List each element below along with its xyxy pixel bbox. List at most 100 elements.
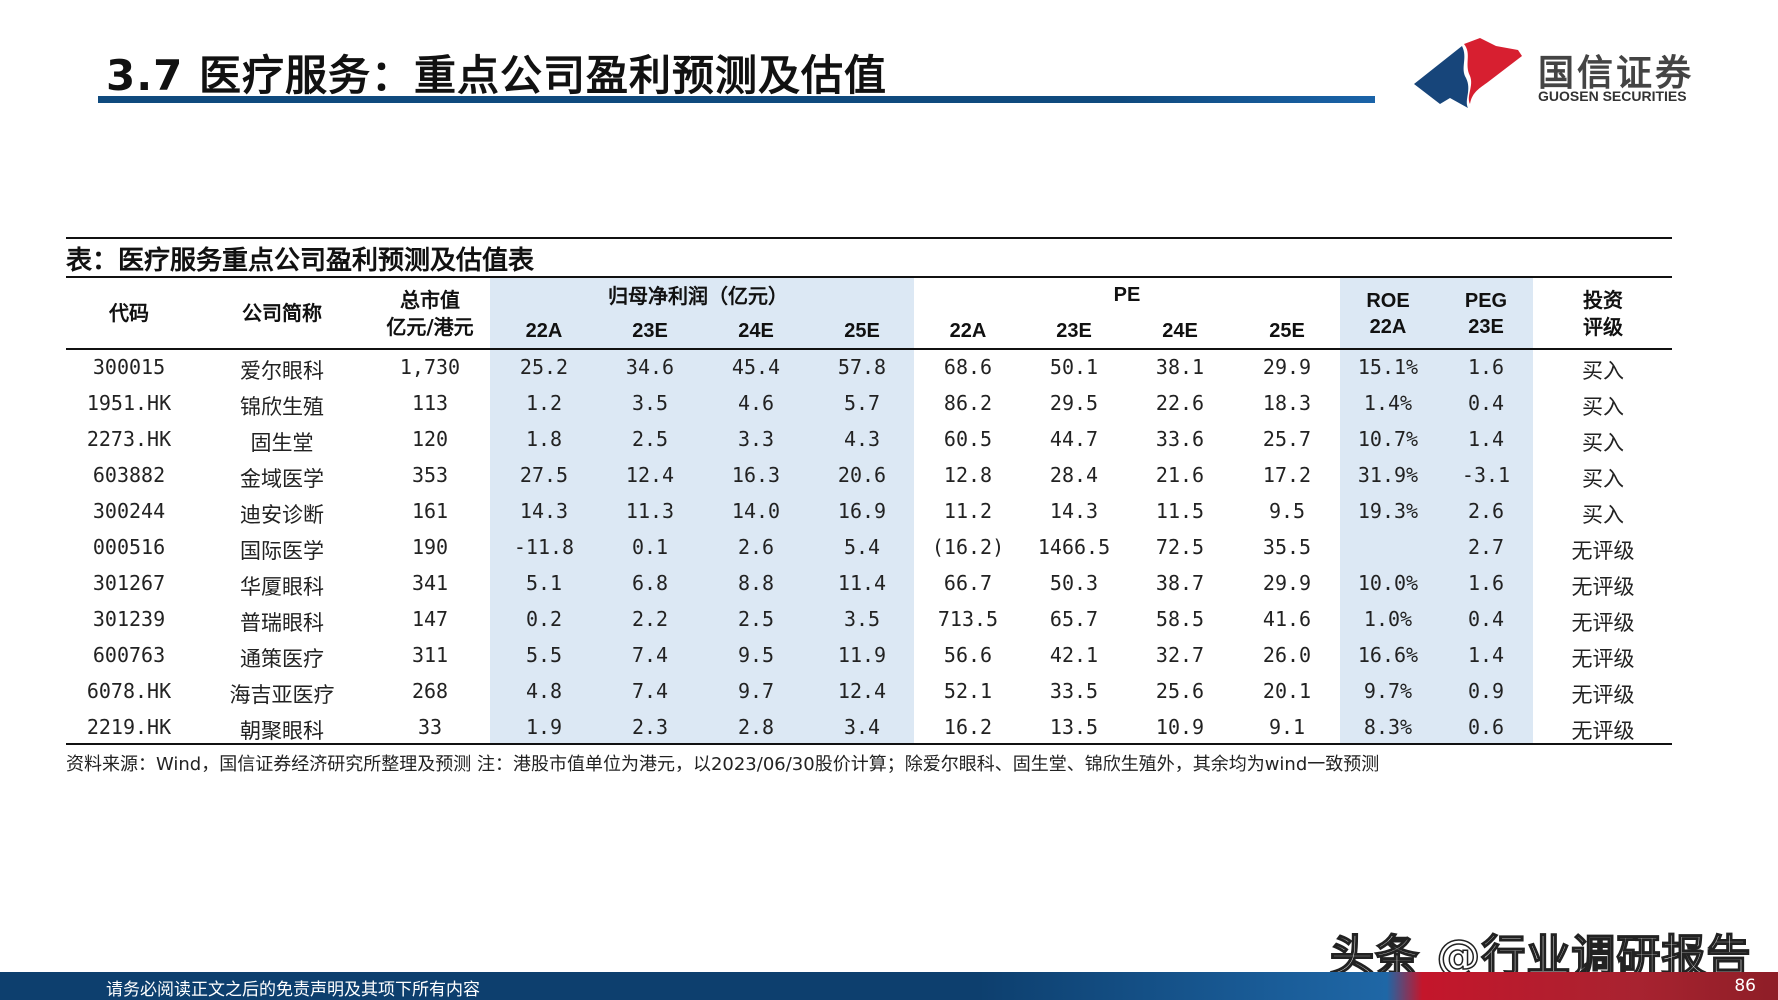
cell-profit-25e: 5.7: [843, 391, 881, 415]
cell-profit-25e: 5.4: [843, 535, 881, 559]
header-name: 公司简称: [242, 301, 322, 325]
cell-pe-23e: 65.7: [1049, 607, 1099, 631]
cell-pe-22a: 56.6: [943, 643, 993, 667]
cell-profit-22a: 5.5: [525, 643, 563, 667]
cell-mktcap: 113: [411, 391, 449, 415]
cell-rating: 买入: [1582, 467, 1624, 491]
cell-profit-22a: -11.8: [513, 535, 575, 559]
header-pe-25e: 25E: [1269, 320, 1305, 342]
header-peg-1: PEG: [1464, 290, 1508, 312]
cell-code: 2273.HK: [86, 427, 172, 451]
cell-profit-23e: 11.3: [625, 499, 675, 523]
header-mktcap-2: 亿元/港元: [386, 315, 474, 339]
header-roe-2: 22A: [1369, 316, 1407, 338]
cell-profit-25e: 4.3: [843, 427, 881, 451]
page-number: 86: [1734, 976, 1756, 996]
cell-rating: 无评级: [1571, 683, 1635, 707]
header-rating-1: 投资: [1583, 288, 1623, 312]
cell-peg-23e: 1.4: [1467, 427, 1505, 451]
cell-profit-22a: 14.3: [519, 499, 569, 523]
cell-profit-23e: 2.2: [631, 607, 669, 631]
source-footnote: 资料来源：Wind，国信证券经济研究所整理及预测 注：港股市值单位为港元，以20…: [66, 754, 1380, 775]
cell-code: 301267: [92, 571, 166, 595]
cell-roe-22a: 1.4%: [1363, 391, 1413, 415]
cell-code: 301239: [92, 607, 166, 631]
cell-code: 6078.HK: [86, 679, 172, 703]
cell-rating: 买入: [1582, 503, 1624, 527]
cell-roe-22a: 15.1%: [1357, 355, 1419, 379]
cell-profit-24e: 2.5: [737, 607, 775, 631]
cell-roe-22a: 10.0%: [1357, 571, 1419, 595]
cell-mktcap: 147: [411, 607, 449, 631]
cell-pe-23e: 42.1: [1049, 643, 1099, 667]
cell-name: 普瑞眼科: [240, 611, 324, 635]
cell-profit-25e: 16.9: [837, 499, 887, 523]
cell-mktcap: 341: [411, 571, 449, 595]
cell-mktcap: 1,730: [399, 355, 461, 379]
cell-profit-23e: 12.4: [625, 463, 675, 487]
cell-mktcap: 120: [411, 427, 449, 451]
cell-code: 300244: [92, 499, 166, 523]
cell-profit-22a: 27.5: [519, 463, 569, 487]
header-pe-group: PE: [1113, 284, 1141, 306]
caption-rule: [66, 276, 1672, 278]
cell-peg-23e: 0.9: [1467, 679, 1505, 703]
cell-profit-24e: 9.7: [737, 679, 775, 703]
cell-name: 海吉亚医疗: [229, 683, 335, 707]
cell-peg-23e: 2.6: [1467, 499, 1505, 523]
cell-name: 迪安诊断: [240, 503, 324, 527]
cell-roe-22a: 16.6%: [1357, 643, 1419, 667]
cell-peg-23e: 2.7: [1467, 535, 1505, 559]
cell-pe-24e: 72.5: [1155, 535, 1205, 559]
cell-pe-25e: 9.5: [1268, 499, 1306, 523]
cell-mktcap: 311: [411, 643, 449, 667]
cell-profit-22a: 4.8: [525, 679, 563, 703]
cell-code: 000516: [92, 535, 166, 559]
cell-profit-24e: 45.4: [731, 355, 781, 379]
cell-profit-25e: 20.6: [837, 463, 887, 487]
cell-peg-23e: 1.6: [1467, 355, 1505, 379]
cell-mktcap: 33: [417, 715, 443, 739]
cell-code: 2219.HK: [86, 715, 172, 739]
logo-chinese-name: 国信证券: [1538, 53, 1695, 94]
cell-pe-22a: 66.7: [943, 571, 993, 595]
cell-pe-23e: 50.3: [1049, 571, 1099, 595]
cell-profit-22a: 5.1: [525, 571, 563, 595]
cell-pe-25e: 41.6: [1262, 607, 1312, 631]
cell-roe-22a: 31.9%: [1357, 463, 1419, 487]
cell-pe-23e: 28.4: [1049, 463, 1099, 487]
header-roe-1: ROE: [1366, 290, 1410, 312]
cell-rating: 无评级: [1571, 575, 1635, 599]
cell-pe-22a: 16.2: [943, 715, 993, 739]
cell-profit-22a: 1.8: [525, 427, 563, 451]
cell-code: 300015: [92, 355, 166, 379]
cell-code: 1951.HK: [86, 391, 172, 415]
cell-profit-24e: 14.0: [731, 499, 781, 523]
header-code: 代码: [109, 301, 149, 325]
cell-pe-25e: 29.9: [1262, 571, 1312, 595]
cell-pe-22a: (16.2): [931, 535, 1005, 559]
cell-profit-22a: 0.2: [525, 607, 563, 631]
cell-pe-24e: 21.6: [1155, 463, 1205, 487]
cell-peg-23e: 1.6: [1467, 571, 1505, 595]
cell-rating: 无评级: [1571, 647, 1635, 671]
cell-name: 朝聚眼科: [240, 719, 324, 743]
cell-peg-23e: 0.6: [1467, 715, 1505, 739]
cell-pe-23e: 14.3: [1049, 499, 1099, 523]
cell-pe-24e: 10.9: [1155, 715, 1205, 739]
cell-pe-25e: 20.1: [1262, 679, 1312, 703]
cell-profit-25e: 11.4: [837, 571, 887, 595]
cell-pe-25e: 9.1: [1268, 715, 1306, 739]
header-peg-2: 23E: [1468, 316, 1504, 338]
cell-name: 华厦眼科: [240, 575, 324, 599]
cell-name: 爱尔眼科: [240, 359, 324, 383]
header-mktcap-1: 总市值: [400, 288, 460, 312]
cell-pe-24e: 25.6: [1155, 679, 1205, 703]
cell-profit-23e: 7.4: [631, 643, 669, 667]
cell-pe-22a: 12.8: [943, 463, 993, 487]
cell-pe-24e: 22.6: [1155, 391, 1205, 415]
cell-peg-23e: 0.4: [1467, 391, 1505, 415]
table-bottom-rule: [66, 743, 1672, 745]
cell-pe-24e: 38.7: [1155, 571, 1205, 595]
cell-profit-25e: 3.5: [843, 607, 881, 631]
